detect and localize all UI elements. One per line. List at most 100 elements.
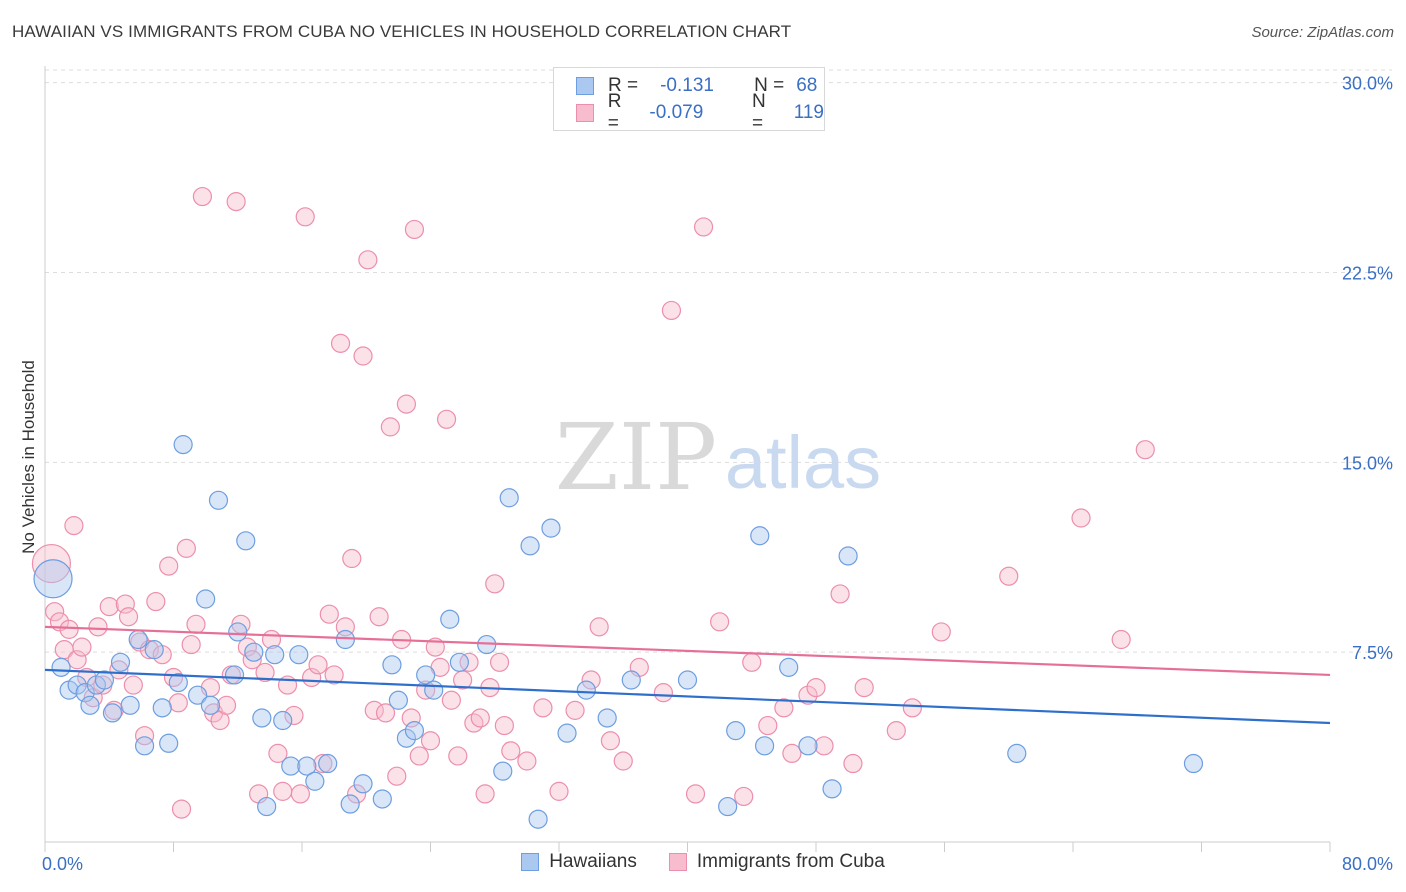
- source-label: Source: ZipAtlas.com: [1251, 24, 1394, 41]
- legend-item-cuba: Immigrants from Cuba: [668, 851, 885, 873]
- legend-item-hawaiians: Hawaiians: [521, 851, 637, 873]
- legend-label-hawaiians: Hawaiians: [549, 851, 637, 872]
- data-point: [173, 435, 193, 455]
- data-point: [409, 746, 429, 766]
- data-point: [237, 637, 257, 657]
- data-point: [187, 685, 208, 705]
- data-point: [319, 604, 339, 624]
- data-point: [489, 652, 510, 672]
- data-point: [369, 607, 389, 627]
- y-tick-label: 22.5%: [1342, 263, 1393, 283]
- data-point: [404, 721, 425, 741]
- legend-n-value: 119: [793, 102, 824, 123]
- x-tick-label: 80.0%: [1342, 854, 1393, 874]
- data-point: [581, 670, 601, 690]
- bottom-legend: Hawaiians Immigrants from Cuba: [0, 851, 1406, 873]
- data-point: [1135, 440, 1155, 460]
- data-point: [353, 346, 373, 366]
- y-tick-labels: 7.5% 15.0% 22.5% 30.0%: [1342, 74, 1393, 664]
- data-point: [289, 645, 309, 665]
- data-point: [501, 741, 521, 761]
- legend-r-value: -0.131: [660, 75, 714, 96]
- data-point: [146, 591, 166, 612]
- axes: [44, 66, 1331, 852]
- legend-swatch-hawaiians: [521, 853, 540, 871]
- data-point: [330, 333, 351, 353]
- data-point: [353, 774, 373, 794]
- data-point: [613, 751, 633, 771]
- data-point: [88, 617, 108, 637]
- data-point: [565, 700, 585, 720]
- data-point: [297, 756, 317, 776]
- data-point: [653, 683, 674, 703]
- data-point: [493, 761, 513, 781]
- data-point: [404, 219, 425, 240]
- data-point: [396, 728, 417, 748]
- y-tick-label: 15.0%: [1342, 453, 1393, 473]
- data-point: [528, 809, 548, 829]
- x-tick-label: 0.0%: [42, 854, 83, 874]
- data-point: [774, 698, 794, 718]
- data-point: [152, 698, 172, 718]
- data-point: [168, 693, 188, 713]
- data-point: [45, 602, 65, 622]
- data-point: [186, 614, 206, 634]
- data-point: [340, 794, 360, 814]
- data-point: [758, 715, 778, 736]
- data-point: [265, 645, 285, 665]
- data-point: [224, 665, 245, 685]
- data-point: [798, 685, 818, 705]
- y-axis-label: No Vehicles in Household: [19, 360, 38, 554]
- data-point: [228, 622, 248, 642]
- data-point: [226, 192, 246, 212]
- data-point: [661, 300, 682, 321]
- data-point: [64, 516, 84, 536]
- data-point: [192, 186, 213, 207]
- legend-swatch-cuba: [668, 853, 687, 871]
- data-point: [67, 675, 87, 695]
- data-point: [59, 619, 79, 639]
- data-point: [313, 753, 333, 774]
- legend-r-label: R =: [607, 91, 622, 134]
- data-point: [886, 721, 906, 741]
- data-point: [830, 584, 850, 604]
- data-point: [436, 409, 457, 429]
- data-point: [396, 394, 417, 414]
- data-point: [268, 743, 288, 764]
- data-point: [372, 789, 392, 809]
- data-point: [782, 743, 802, 764]
- data-point: [200, 695, 221, 715]
- data-point: [168, 672, 188, 693]
- data-point: [273, 781, 293, 801]
- data-point: [99, 597, 119, 617]
- data-point: [726, 721, 746, 741]
- data-point: [470, 708, 490, 728]
- data-point: [448, 746, 468, 766]
- legend-r-label: R =: [608, 75, 639, 96]
- data-point: [284, 705, 304, 726]
- data-point: [600, 731, 621, 751]
- data-point: [902, 698, 922, 718]
- data-point: [401, 708, 421, 728]
- series-immigrants-from-cuba: [31, 186, 1155, 819]
- data-point: [80, 695, 100, 715]
- data-point: [236, 531, 256, 551]
- data-point: [102, 703, 123, 723]
- data-point: [1071, 508, 1091, 528]
- data-point: [693, 217, 714, 237]
- data-point: [1007, 743, 1027, 764]
- data-point: [120, 695, 140, 715]
- data-point: [244, 642, 264, 662]
- legend-swatch-cuba: [576, 104, 594, 122]
- data-point: [273, 710, 293, 731]
- data-point: [685, 784, 706, 804]
- data-point: [734, 786, 754, 807]
- data-point: [441, 690, 461, 710]
- data-point: [387, 766, 407, 786]
- legend-n-label: N =: [754, 75, 785, 96]
- legend-stats: R = -0.131 N = 68 R = -0.079 N = 119: [553, 67, 825, 134]
- data-point: [347, 784, 367, 804]
- grid-lines: [45, 69, 1392, 653]
- data-point: [128, 629, 148, 650]
- data-point: [364, 700, 384, 720]
